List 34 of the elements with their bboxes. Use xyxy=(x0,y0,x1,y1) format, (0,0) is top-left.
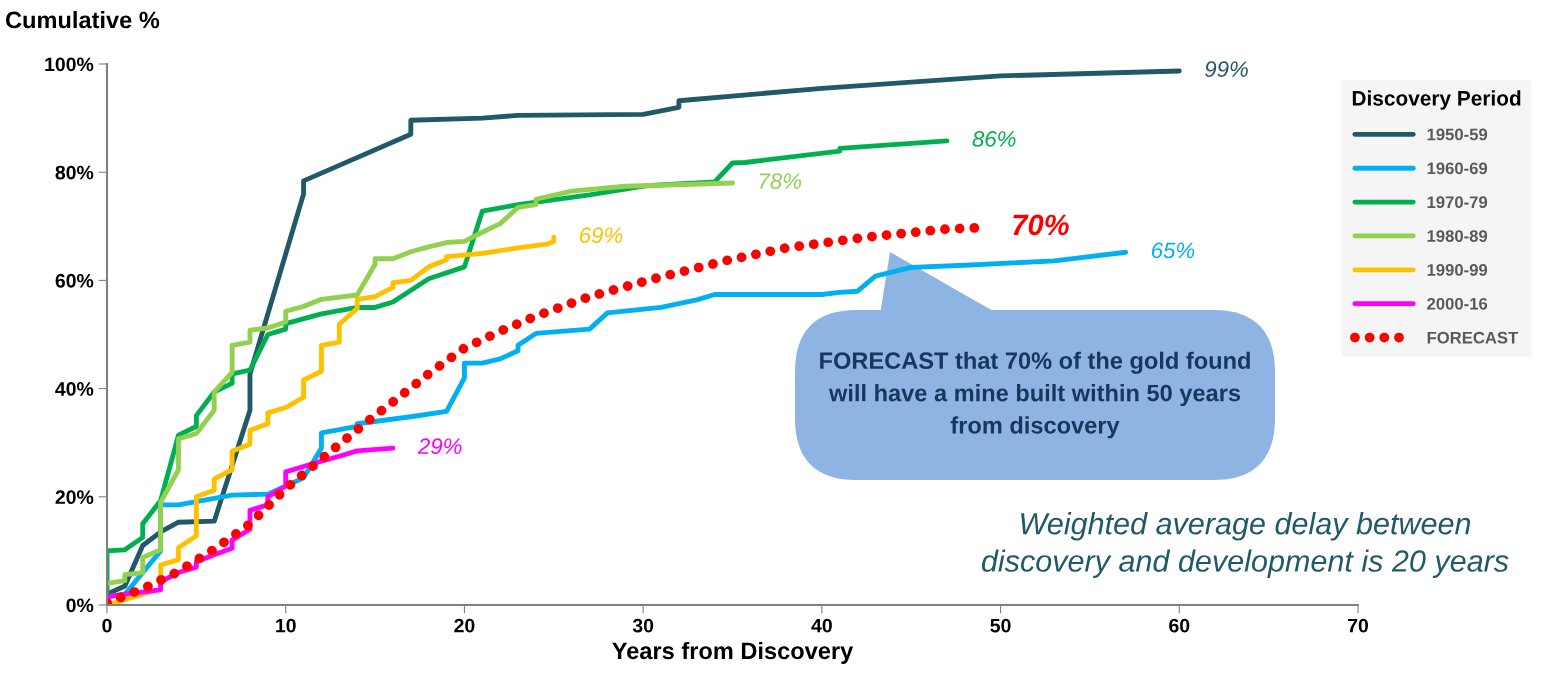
annotation: FORECAST that 70% of the gold found will have a mine built within 50 years from discovery xyxy=(820,351,1250,439)
y-tick-label: 100% xyxy=(45,57,94,72)
annotation: 69% xyxy=(580,227,623,244)
y-tick-label: 0% xyxy=(66,598,94,613)
x-tick-label: 50 xyxy=(990,618,1011,633)
y-tick-label: 20% xyxy=(55,490,94,505)
legend-label: 1950-59 xyxy=(1427,128,1488,141)
y-tick-label: 40% xyxy=(55,382,94,396)
x-tick-label: 40 xyxy=(811,618,832,633)
annotation: 65% xyxy=(1151,242,1195,259)
legend-label: 2000-16 xyxy=(1427,297,1488,310)
annotation: 29% xyxy=(417,438,462,455)
x-axis-title: Years from Discovery xyxy=(612,641,854,664)
y-axis-title: Cumulative % xyxy=(5,11,160,29)
legend-label: FORECAST xyxy=(1427,331,1519,344)
x-tick-label: 70 xyxy=(1348,618,1369,633)
x-tick-label: 60 xyxy=(1169,618,1190,633)
annotation: 70% xyxy=(1013,214,1069,236)
annotation: 99% xyxy=(1205,61,1248,77)
annotation: Weighted average delay between discovery and development is 20 years xyxy=(981,512,1509,578)
legend-title: Discovery Period xyxy=(1352,90,1521,110)
x-tick-label: 20 xyxy=(454,618,475,633)
legend-label: 1990-99 xyxy=(1427,264,1488,276)
y-tick-label: 60% xyxy=(55,273,94,288)
legend-label: 1960-69 xyxy=(1427,162,1488,175)
x-tick-label: 10 xyxy=(276,618,296,633)
annotation: 78% xyxy=(759,173,802,189)
x-tick-label: 0 xyxy=(102,618,112,633)
y-tick-label: 80% xyxy=(55,165,94,180)
legend-label: 1970-79 xyxy=(1427,196,1488,209)
x-tick-label: 30 xyxy=(632,618,654,633)
annotation: 86% xyxy=(972,131,1016,147)
line-series xyxy=(107,180,735,586)
legend-label: 1980-89 xyxy=(1427,230,1488,242)
